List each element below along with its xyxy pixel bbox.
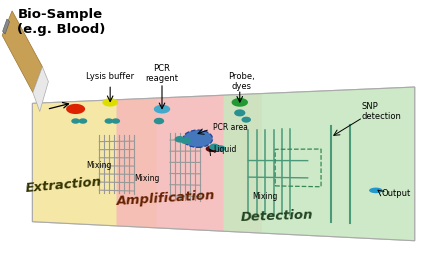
Polygon shape (3, 19, 10, 34)
Polygon shape (33, 67, 48, 112)
Polygon shape (102, 98, 118, 111)
Text: SNP
detection: SNP detection (361, 102, 401, 121)
Polygon shape (32, 87, 415, 241)
Circle shape (79, 118, 87, 124)
Polygon shape (154, 105, 170, 118)
Polygon shape (2, 11, 42, 92)
Text: Liquid: Liquid (213, 144, 237, 154)
Polygon shape (117, 94, 262, 233)
Circle shape (215, 145, 226, 152)
Polygon shape (32, 98, 157, 228)
Circle shape (175, 136, 185, 143)
Text: Mixing: Mixing (253, 192, 278, 201)
Text: Output: Output (382, 188, 411, 198)
Polygon shape (66, 104, 85, 119)
Text: PCR area: PCR area (213, 123, 248, 132)
Text: Mixing: Mixing (134, 174, 159, 183)
Text: Mixing: Mixing (87, 161, 112, 171)
Circle shape (209, 144, 219, 150)
Ellipse shape (369, 188, 383, 193)
Circle shape (154, 118, 164, 124)
Circle shape (181, 138, 191, 144)
Circle shape (71, 118, 80, 124)
Circle shape (234, 109, 245, 116)
Polygon shape (232, 98, 248, 111)
Circle shape (241, 117, 251, 123)
Text: Amplification: Amplification (117, 188, 216, 208)
Ellipse shape (183, 130, 213, 147)
Text: Bio-Sample
(e.g. Blood): Bio-Sample (e.g. Blood) (17, 8, 106, 36)
Text: Probe,
dyes: Probe, dyes (228, 72, 254, 91)
Circle shape (111, 118, 120, 124)
Text: Lysis buffer: Lysis buffer (86, 72, 134, 81)
Text: PCR
reagent: PCR reagent (146, 64, 178, 83)
Text: Detection: Detection (240, 208, 313, 224)
Circle shape (105, 118, 113, 124)
Polygon shape (206, 146, 218, 155)
Polygon shape (224, 87, 415, 241)
Text: Extraction: Extraction (25, 175, 103, 195)
